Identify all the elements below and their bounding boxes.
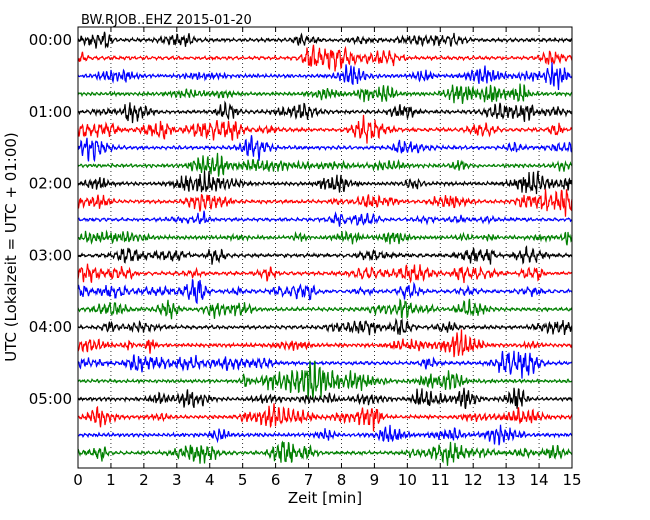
x-tick-label: 15 [562, 471, 581, 489]
trace-0100 [77, 100, 573, 124]
x-tick-label: 11 [431, 471, 450, 489]
trace-0530 [77, 424, 573, 446]
trace-0430 [77, 350, 573, 379]
trace-0015 [77, 44, 573, 72]
trace-0045 [77, 83, 573, 104]
trace-0145 [77, 152, 573, 177]
x-tick-label: 5 [238, 471, 248, 489]
plot-frame [77, 26, 573, 469]
trace-0400 [77, 317, 573, 336]
y-tick-label: 05:00 [29, 390, 72, 408]
x-tick-label: 6 [271, 471, 281, 489]
trace-0030 [77, 62, 573, 91]
trace-0315 [77, 263, 573, 284]
x-tick-label: 8 [337, 471, 347, 489]
vertical-grid [110, 27, 540, 468]
x-axis-label: Zeit [min] [288, 489, 362, 507]
y-axis-label: UTC (Lokalzeit = UTC + 01:00) [2, 132, 20, 362]
trace-0415 [77, 329, 573, 358]
trace-0230 [77, 210, 573, 227]
trace-0000 [77, 31, 573, 49]
trace-0215 [77, 189, 573, 217]
trace-0115 [77, 114, 573, 144]
x-tick-label: 2 [139, 471, 149, 489]
y-tick-label: 00:00 [29, 31, 72, 49]
trace-0545 [77, 440, 573, 466]
trace-0345 [77, 298, 573, 320]
y-tick-label: 02:00 [29, 175, 72, 193]
y-axis-ticks: 00:00 01:00 02:00 03:00 04:00 05:00 [29, 31, 572, 408]
y-tick-label: 03:00 [29, 246, 72, 264]
x-tick-label: 1 [106, 471, 116, 489]
seismogram-traces [77, 31, 573, 466]
y-tick-label: 01:00 [29, 103, 72, 121]
x-tick-label: 0 [73, 471, 83, 489]
x-tick-label: 7 [304, 471, 314, 489]
trace-0300 [77, 245, 573, 265]
trace-0445 [77, 360, 573, 400]
trace-0200 [77, 170, 573, 195]
trace-0130 [77, 135, 573, 163]
chart-title: BW.RJOB..EHZ 2015-01-20 [81, 13, 252, 28]
x-axis-ticks: 0 1 2 3 4 5 6 7 8 9 10 11 12 13 14 15 [73, 27, 582, 489]
x-tick-label: 12 [464, 471, 483, 489]
x-tick-label: 13 [497, 471, 516, 489]
x-tick-label: 10 [398, 471, 417, 489]
x-tick-label: 9 [370, 471, 380, 489]
x-tick-label: 3 [172, 471, 182, 489]
x-tick-label: 14 [530, 471, 549, 489]
trace-0330 [77, 279, 573, 305]
trace-0515 [77, 403, 573, 432]
x-tick-label: 4 [205, 471, 215, 489]
trace-0500 [77, 387, 573, 410]
trace-0245 [77, 229, 573, 246]
y-tick-label: 04:00 [29, 318, 72, 336]
